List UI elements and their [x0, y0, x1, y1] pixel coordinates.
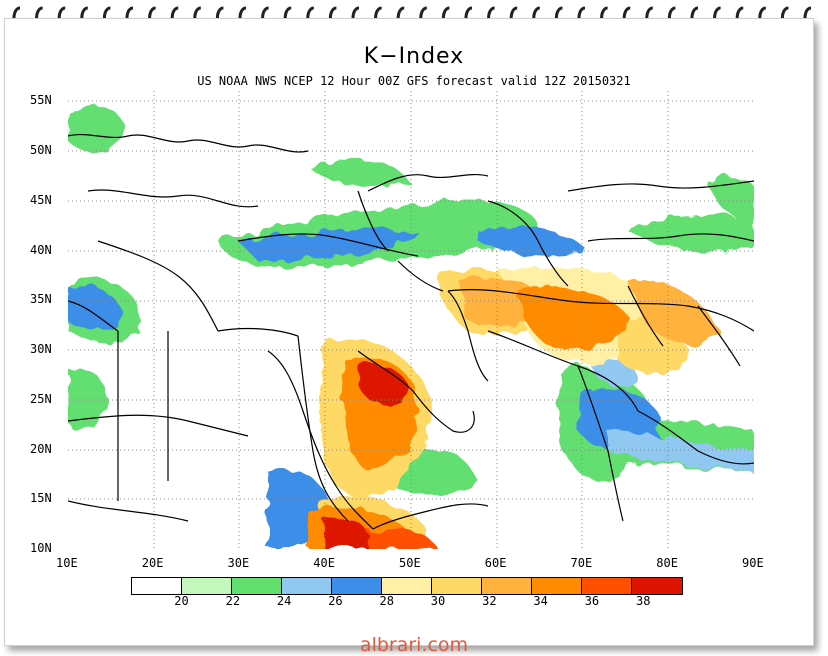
lon-tick-label: 80E: [656, 556, 678, 570]
lon-tick-label: 20E: [141, 556, 164, 570]
lon-tick-label: 70E: [570, 556, 593, 570]
legend-swatch: [182, 578, 232, 594]
legend-label: 24: [276, 594, 292, 608]
lat-tick-label: 55N: [30, 93, 52, 107]
lat-lon-grid: [68, 91, 754, 549]
lat-tick-label: 20N: [30, 442, 52, 456]
legend-label: 28: [379, 594, 394, 608]
map-title: K−Index: [363, 44, 465, 69]
lat-tick-label: 45N: [30, 193, 52, 207]
lat-tick-label: 50N: [30, 143, 52, 157]
legend-label: 36: [584, 594, 600, 608]
k-index-map: [68, 91, 754, 549]
legend-swatch: [632, 578, 682, 594]
coastlines-and-borders: [68, 133, 754, 530]
lat-tick-label: 15N: [30, 491, 52, 505]
legend-swatch: [532, 578, 582, 594]
legend-swatch: [582, 578, 632, 594]
lat-tick-label: 40N: [30, 243, 52, 257]
lat-tick-label: 30N: [30, 342, 52, 356]
color-scale-legend: [131, 577, 683, 595]
legend-label: 34: [533, 594, 548, 608]
legend-label: 20: [174, 594, 189, 608]
lon-tick-label: 40E: [313, 556, 335, 570]
legend-label: 22: [225, 594, 241, 608]
legend-swatch: [282, 578, 332, 594]
legend-swatch: [382, 578, 432, 594]
legend-label: 30: [430, 594, 446, 608]
lon-tick-label: 90E: [742, 556, 764, 570]
lat-tick-label: 25N: [30, 392, 52, 406]
legend-label: 38: [636, 594, 651, 608]
legend-swatch: [232, 578, 282, 594]
lon-tick-label: 10E: [56, 556, 78, 570]
legend-swatch: [432, 578, 482, 594]
legend-swatch: [482, 578, 532, 594]
lat-tick-label: 35N: [30, 292, 52, 306]
lat-tick-label: 10N: [30, 541, 52, 555]
legend-label: 26: [328, 594, 343, 608]
lon-tick-label: 50E: [399, 556, 421, 570]
k-index-shading: [68, 106, 754, 549]
lon-tick-label: 30E: [227, 556, 250, 570]
legend-swatch: [132, 578, 182, 594]
legend-swatch: [332, 578, 382, 594]
legend-label: 32: [482, 594, 497, 608]
lon-tick-label: 60E: [484, 556, 507, 570]
site-watermark: albrari.com: [359, 634, 469, 656]
map-subtitle: US NOAA NWS NCEP 12 Hour 00Z GFS forecas…: [197, 74, 631, 88]
